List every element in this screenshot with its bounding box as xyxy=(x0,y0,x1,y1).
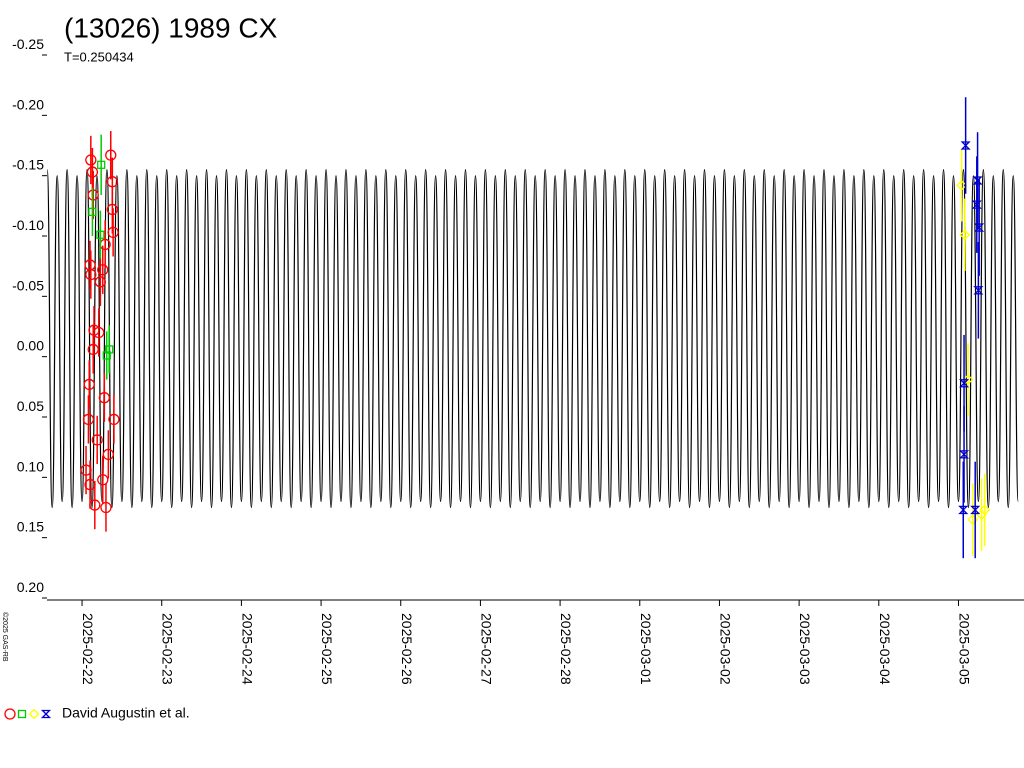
data-point xyxy=(104,345,114,354)
y-tick-label: -0.15 xyxy=(12,157,44,173)
data-point xyxy=(958,379,970,388)
y-tick-label: -0.20 xyxy=(12,96,44,112)
data-point xyxy=(97,474,109,486)
data-point xyxy=(960,141,971,150)
x-tick-label: 2025-02-26 xyxy=(399,613,415,685)
data-point xyxy=(959,229,971,241)
plot-area xyxy=(47,97,1019,559)
data-point xyxy=(973,286,984,295)
x-tick-label: 2025-03-04 xyxy=(877,613,893,685)
data-point xyxy=(958,450,970,459)
data-point xyxy=(979,504,991,516)
x-tick-label: 2025-02-25 xyxy=(319,613,335,685)
data-point xyxy=(100,501,112,514)
data-point xyxy=(93,326,105,339)
data-point xyxy=(105,149,117,161)
data-point xyxy=(94,276,107,288)
legend-label: David Augustin et al. xyxy=(62,705,190,721)
y-tick-label: -0.05 xyxy=(12,277,44,293)
data-point xyxy=(102,351,111,360)
data-point xyxy=(96,230,105,239)
credit: ©2025 GAS-RB xyxy=(1,612,9,662)
data-point xyxy=(87,189,99,201)
data-point xyxy=(107,226,119,239)
data-point xyxy=(80,464,92,476)
model-curve xyxy=(47,169,1019,509)
data-point xyxy=(971,200,982,209)
data-point xyxy=(962,374,974,386)
data-point xyxy=(82,413,95,426)
legend-marker xyxy=(4,708,16,720)
x-tick-label: 2025-03-02 xyxy=(717,613,733,685)
y-tick-label: 0.20 xyxy=(17,579,44,595)
data-point xyxy=(83,378,95,391)
y-tick-label: 0.10 xyxy=(17,458,44,474)
x-tick-label: 2025-02-24 xyxy=(239,613,255,685)
data-point xyxy=(98,392,111,404)
data-point xyxy=(86,166,99,178)
legend-marker xyxy=(17,709,27,719)
legend-marker xyxy=(40,709,52,719)
data-point xyxy=(958,505,969,515)
data-point xyxy=(85,154,97,166)
x-tick-label: 2025-02-27 xyxy=(478,613,494,685)
data-point xyxy=(970,505,981,515)
data-point xyxy=(97,264,109,276)
data-point xyxy=(91,434,103,446)
x-tick-label: 2025-02-23 xyxy=(160,613,176,685)
data-point xyxy=(89,499,101,511)
chart-title: (13026) 1989 CX xyxy=(64,12,278,43)
data-point xyxy=(88,207,97,217)
x-tick-label: 2025-03-05 xyxy=(956,613,972,685)
x-tick-label: 2025-03-01 xyxy=(638,613,654,685)
chart-subtitle: T=0.250434 xyxy=(64,49,134,64)
y-tick-label: 0.00 xyxy=(17,338,44,354)
data-point xyxy=(106,203,118,216)
y-tick-label: 0.15 xyxy=(17,519,44,535)
x-tick-label: 2025-03-03 xyxy=(797,613,813,685)
x-tick-label: 2025-02-22 xyxy=(80,613,96,685)
data-point xyxy=(102,448,114,461)
data-point xyxy=(956,179,968,191)
data-point xyxy=(97,160,106,169)
data-point xyxy=(85,268,97,281)
data-point xyxy=(108,413,120,426)
legend-marker xyxy=(28,708,40,720)
y-tick-label: -0.10 xyxy=(12,217,44,233)
data-point xyxy=(974,223,985,232)
x-tick-label: 2025-02-28 xyxy=(558,613,574,685)
y-tick-label: -0.25 xyxy=(12,36,44,52)
y-tick-label: 0.05 xyxy=(17,398,44,414)
